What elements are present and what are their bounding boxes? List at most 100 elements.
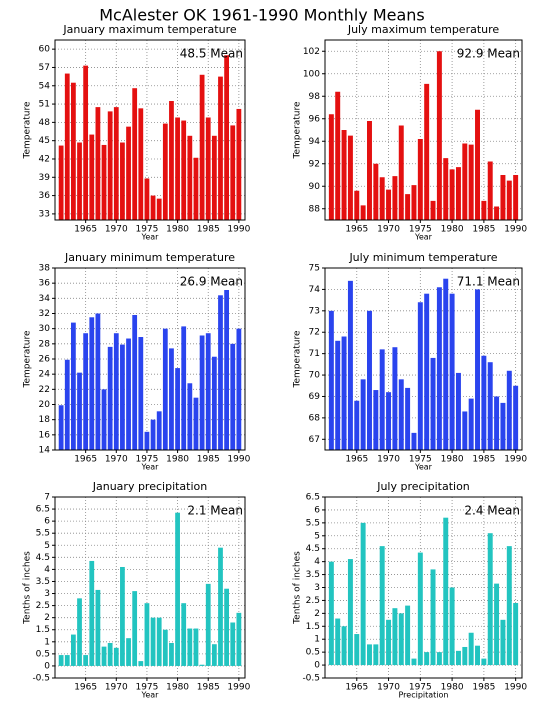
bar [126, 126, 131, 220]
y-tick-label: 67 [309, 435, 320, 445]
x-tick-label: 1970 [105, 225, 128, 235]
y-tick-label: 33 [39, 209, 50, 219]
y-tick-label: 5.5 [306, 518, 320, 528]
y-tick-label: 88 [309, 204, 321, 214]
bar [77, 372, 82, 450]
bar [132, 315, 138, 450]
bar [455, 167, 461, 220]
y-tick-label: 16 [39, 430, 51, 440]
bar [360, 379, 366, 450]
bar [494, 583, 500, 666]
y-tick-label: 48 [39, 118, 51, 128]
bar [386, 619, 392, 666]
bar [199, 664, 205, 666]
bar [224, 289, 230, 450]
y-tick-label: 6.5 [36, 505, 50, 515]
bar [236, 108, 242, 220]
bar [405, 387, 411, 450]
bar [150, 617, 156, 666]
bar [101, 144, 107, 220]
bar [500, 619, 506, 666]
bar [175, 368, 180, 450]
x-tick-label: 1970 [105, 455, 128, 465]
y-tick-label: 0 [44, 661, 50, 671]
bar [144, 603, 150, 666]
y-tick-label: 2.5 [36, 601, 50, 611]
y-tick-label: 1 [314, 635, 320, 645]
bar [101, 389, 107, 450]
bar [64, 359, 70, 450]
bar [424, 293, 430, 450]
y-tick-label: 24 [39, 370, 51, 380]
y-tick-label: 3.5 [36, 577, 50, 587]
y-tick-label: 28 [39, 339, 51, 349]
bar [218, 547, 223, 666]
bar [449, 293, 455, 450]
mean-annotation: 71.1 Mean [457, 275, 520, 289]
y-tick-label: 92 [309, 159, 320, 169]
bar [150, 195, 156, 220]
bar [411, 432, 417, 450]
y-tick-label: -0.5 [302, 674, 320, 684]
bar [95, 313, 101, 450]
y-tick-label: 6 [314, 505, 320, 515]
bar [506, 180, 512, 220]
y-tick-label: 1.5 [36, 625, 50, 635]
bar [487, 161, 493, 220]
bar [230, 343, 236, 450]
x-tick-label: 1970 [377, 683, 400, 693]
y-axis-label: Temperature [293, 101, 303, 159]
mean-annotation: 2.4 Mean [464, 504, 520, 518]
bar [328, 310, 334, 450]
bar [70, 322, 76, 450]
y-tick-label: 73 [309, 306, 320, 316]
y-tick-label: 72 [309, 328, 320, 338]
y-tick-label: 5 [44, 541, 50, 551]
bar [95, 107, 101, 220]
bar [443, 278, 449, 450]
bar [89, 317, 95, 450]
bar [417, 302, 423, 450]
bar [367, 121, 372, 220]
bar [224, 588, 230, 666]
bar [430, 569, 436, 666]
y-axis-label: Temperature [23, 101, 33, 159]
bar [328, 114, 334, 220]
y-tick-label: 74 [309, 285, 321, 295]
x-tick-label: 1970 [377, 225, 400, 235]
bar [506, 546, 512, 666]
bar [424, 83, 430, 220]
bar [193, 397, 199, 450]
bar [236, 612, 242, 666]
x-tick-label: 1980 [166, 225, 189, 235]
x-tick-label: 1965 [74, 225, 97, 235]
bar [500, 402, 506, 450]
y-tick-label: 60 [39, 45, 51, 55]
bar [95, 589, 101, 666]
bar [224, 55, 230, 220]
y-tick-label: 36 [39, 279, 51, 289]
y-tick-label: 20 [39, 400, 51, 410]
bar [205, 117, 211, 220]
bar [181, 326, 187, 450]
bar [386, 392, 392, 450]
x-tick-label: 1970 [377, 455, 400, 465]
x-tick-label: 1985 [197, 455, 220, 465]
bar [181, 120, 187, 220]
bar [236, 328, 242, 450]
bar [70, 82, 76, 221]
x-axis-label: Year [414, 463, 433, 472]
mean-annotation: 48.5 Mean [180, 47, 243, 61]
bar [405, 194, 411, 220]
bar [392, 176, 398, 220]
y-tick-label: 14 [39, 446, 51, 456]
y-tick-label: 4 [44, 565, 50, 575]
bar [101, 646, 107, 666]
bar [386, 189, 392, 220]
y-tick-label: 100 [303, 69, 320, 79]
x-tick-label: 1980 [441, 225, 464, 235]
bar [187, 135, 193, 220]
x-tick-label: 1975 [409, 683, 432, 693]
bar [193, 157, 199, 220]
